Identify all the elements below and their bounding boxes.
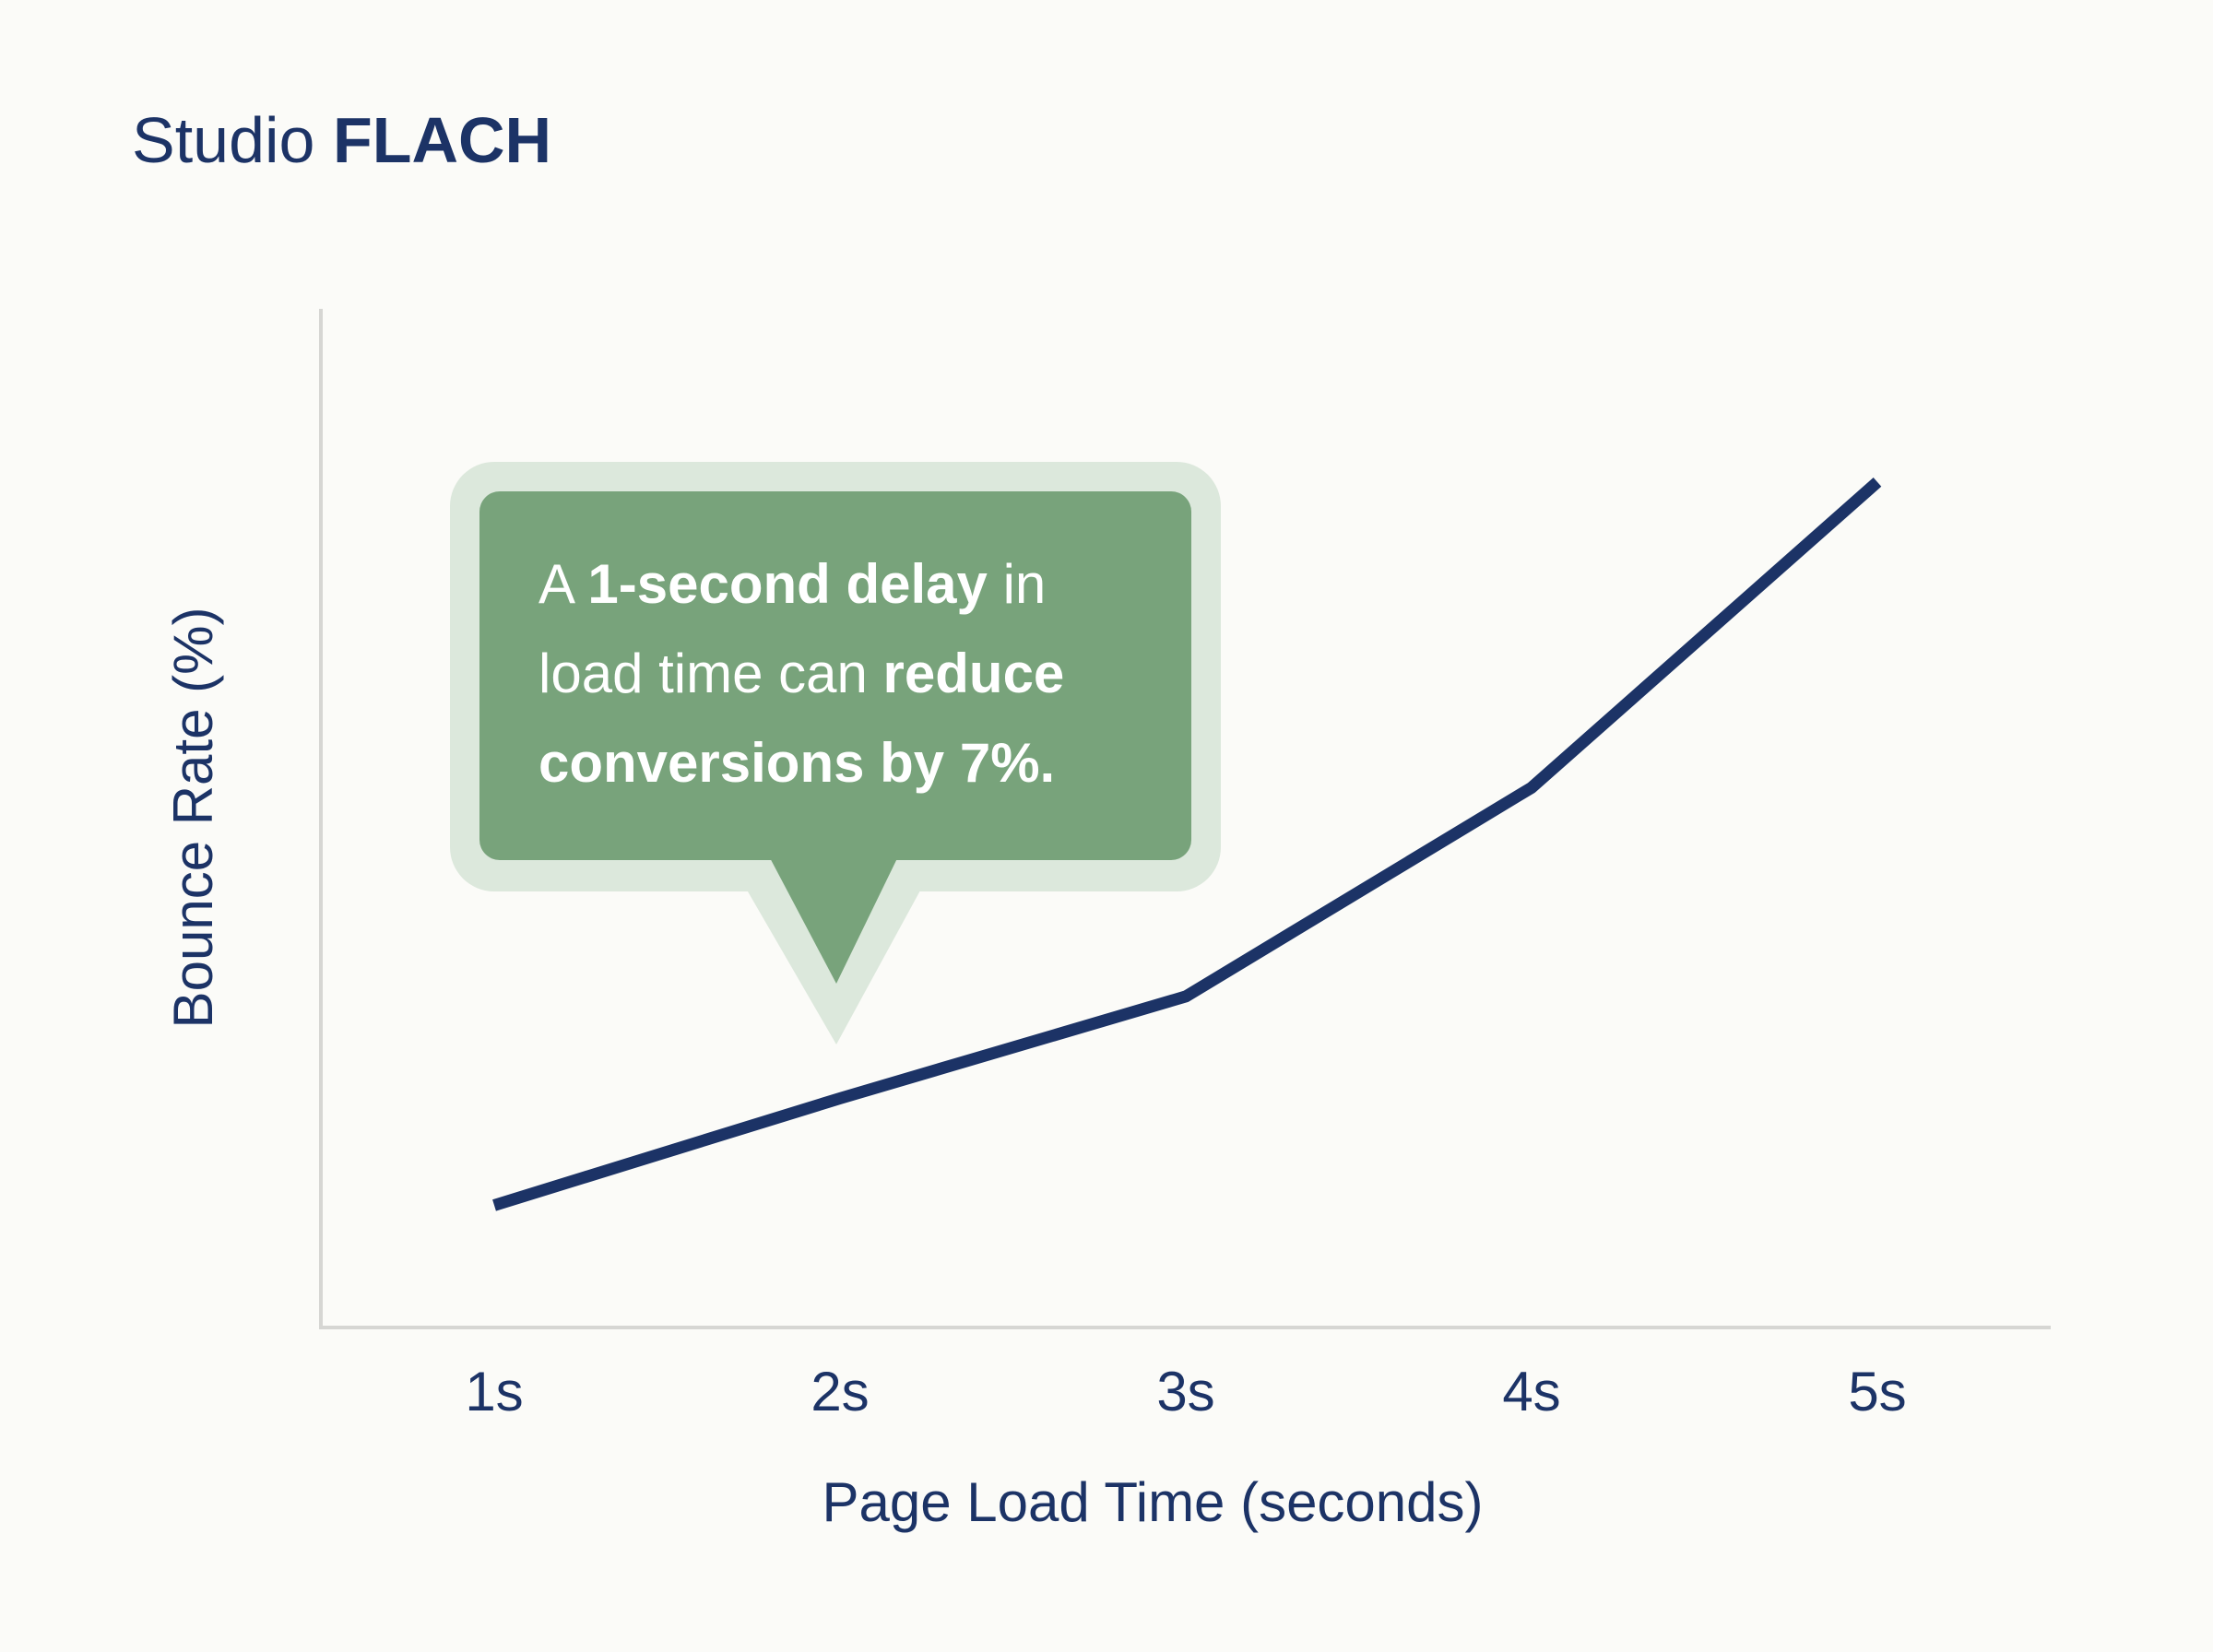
y-axis-title: Bounce Rate (%) — [162, 608, 224, 1029]
callout-line-2: load time can reduce — [538, 643, 1064, 704]
callout-pointer — [767, 853, 900, 984]
x-tick-label-2s: 2s — [811, 1361, 869, 1422]
brand-logo: Studio FLACH — [132, 96, 551, 184]
callout-line-3: conversions by 7%. — [538, 732, 1055, 794]
callout-bubble: A 1-second delay in load time can reduce… — [450, 462, 1221, 1044]
callout-box — [479, 491, 1191, 860]
x-tick-label-4s: 4s — [1502, 1361, 1560, 1422]
callout-line-1: A 1-second delay in — [538, 553, 1046, 615]
series-line-bounce-rate — [492, 478, 1882, 1211]
x-tick-labels: 1s 2s 3s 4s 5s — [465, 1361, 1906, 1422]
x-axis-title: Page Load Time (seconds) — [822, 1471, 1483, 1533]
x-tick-label-3s: 3s — [1156, 1361, 1214, 1422]
x-tick-label-1s: 1s — [465, 1361, 523, 1422]
brand-name-bold: FLACH — [332, 104, 552, 176]
x-tick-label-5s: 5s — [1848, 1361, 1906, 1422]
brand-name-regular: Studio — [132, 104, 315, 176]
